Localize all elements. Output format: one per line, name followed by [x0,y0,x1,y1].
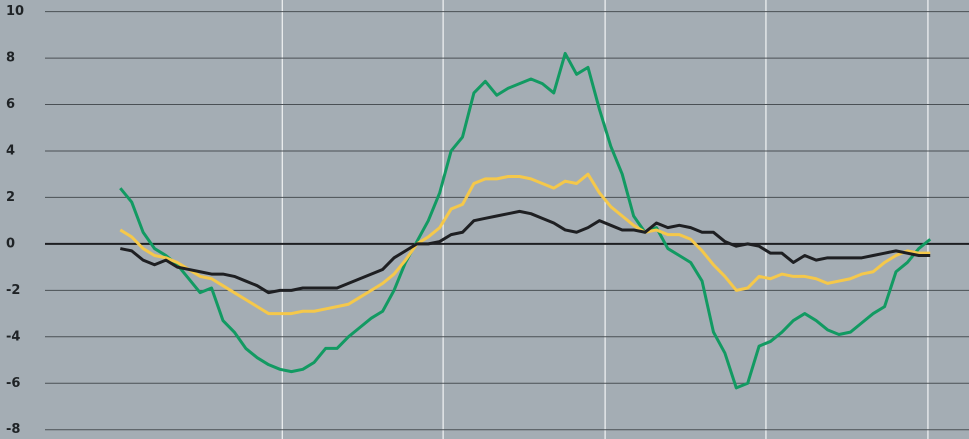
y-tick-label: 10 [6,4,24,19]
y-tick-label: 2 [6,190,15,205]
y-tick-label: -2 [6,283,20,298]
series-line [119,209,931,295]
y-tick-label: 8 [6,51,15,66]
y-tick-label: -8 [6,422,20,437]
y-tick-label: 6 [6,97,15,112]
series-line [119,51,932,390]
y-tick-label: 0 [6,236,15,251]
series-line [119,172,931,316]
y-tick-label: -6 [6,376,20,391]
y-tick-label: 4 [6,143,15,158]
y-tick-label: -4 [6,329,20,344]
